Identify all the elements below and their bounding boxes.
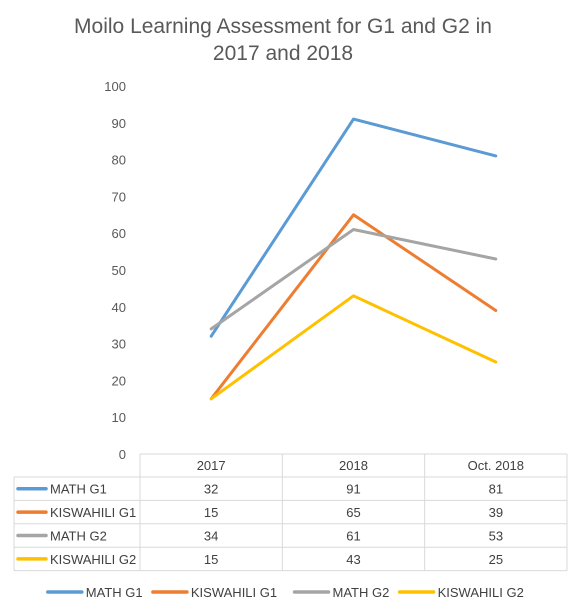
legend-label: MATH G1 [86,585,143,600]
series-line [209,213,498,401]
table-row-label: KISWAHILI G1 [50,505,136,520]
y-tick-label: 0 [119,447,126,462]
chart-title-line-2: 2017 and 2018 [213,42,353,65]
table-column-header: Oct. 2018 [468,458,524,473]
y-tick-label: 80 [112,153,126,168]
table-cell-value: 43 [346,552,360,567]
y-tick-label: 70 [112,189,126,204]
data-table: 2017 2018 Oct. 2018 MATH G1 32 91 81 KISWAHILI … [13,453,568,572]
series-lines [209,117,498,401]
table-cell-value: 15 [204,552,218,567]
legend-label: MATH G2 [333,585,390,600]
table-cell-value: 91 [346,482,360,497]
table-cell-value: 61 [346,529,360,544]
table-cell-value: 15 [204,505,218,520]
series-line [209,228,498,331]
table-cell-value: 65 [346,505,360,520]
y-tick-label: 90 [112,116,126,131]
chart-title-line-1: Moilo Learning Assessment for G1 and G2 … [74,15,492,38]
legend: MATH G1 KISWAHILI G1 MATH G2 KISWAHILI G2 [46,585,524,600]
table-cell-value: 25 [489,552,503,567]
table-cell-value: 53 [489,529,503,544]
legend-label: KISWAHILI G1 [191,585,277,600]
table-cell-value: 39 [489,505,503,520]
y-tick-label: 30 [112,337,126,352]
table-cell-value: 81 [489,482,503,497]
table-row-label: KISWAHILI G2 [50,552,136,567]
table-cell-value: 34 [204,529,218,544]
table-row-label: MATH G1 [50,482,107,497]
y-tick-label: 50 [112,263,126,278]
y-axis: 0 10 20 30 40 50 60 70 80 90 100 [104,79,126,462]
y-tick-label: 100 [104,79,126,94]
table-column-header: 2017 [197,458,226,473]
y-tick-label: 60 [112,226,126,241]
table-column-header: 2018 [339,458,368,473]
series-line [209,294,498,401]
table-row-label: MATH G2 [50,529,107,544]
table-cell-value: 32 [204,482,218,497]
y-tick-label: 40 [112,300,126,315]
y-tick-label: 10 [112,410,126,425]
legend-label: KISWAHILI G2 [438,585,524,600]
y-tick-label: 20 [112,373,126,388]
series-line [209,117,498,338]
